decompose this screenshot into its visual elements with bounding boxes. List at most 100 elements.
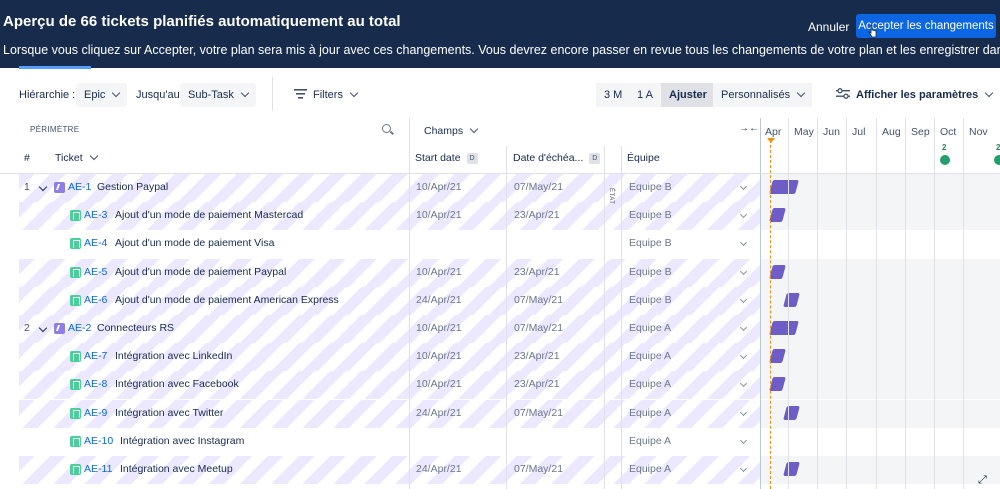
due-date-cell[interactable]: 07/May/21: [514, 322, 564, 334]
team-cell[interactable]: Equipe B: [629, 265, 672, 278]
table-row[interactable]: AE-8 Intégration avec Facebook 10/Apr/21 23…: [0, 371, 1000, 400]
issue-key-link[interactable]: AE-11: [84, 463, 113, 475]
start-date-cell[interactable]: 24/Apr/21: [416, 463, 462, 475]
team-cell[interactable]: Equipe A: [629, 322, 672, 334]
team-cell[interactable]: Equipe B: [629, 237, 672, 250]
team-cell[interactable]: Equipe A: [629, 406, 672, 419]
issue-summary[interactable]: Gestion Paypal: [97, 181, 169, 193]
filter-icon: [294, 89, 307, 99]
collapse-columns-icon[interactable]: →←: [739, 123, 759, 134]
changed-row-highlight: [19, 174, 761, 202]
zoom-custom-select[interactable]: Personnalisés: [713, 83, 813, 107]
toolbar-divider: [272, 77, 273, 111]
issue-summary[interactable]: Ajout d'un mode de paiement Paypal: [115, 265, 287, 278]
due-date-cell[interactable]: 23/Apr/21: [514, 209, 560, 222]
story-icon: [70, 379, 81, 391]
team-cell[interactable]: Equipe A: [629, 350, 672, 363]
table-row[interactable]: AE-4 Ajout d'un mode de paiement Visa Equi…: [0, 230, 1000, 259]
table-row[interactable]: AE-7 Intégration avec LinkedIn 10/Apr/21 23…: [0, 343, 1000, 372]
start-date-cell[interactable]: 10/Apr/21: [416, 350, 462, 363]
issue-summary[interactable]: Intégration avec Meetup: [120, 463, 233, 475]
due-date-cell[interactable]: 07/May/21: [514, 293, 564, 306]
filters-label: Filters: [313, 89, 343, 101]
due-date-header[interactable]: Date d'échéa... D: [513, 152, 601, 164]
team-cell[interactable]: Equipe A: [629, 378, 672, 391]
team-cell[interactable]: Equipe B: [629, 209, 672, 222]
due-date-cell[interactable]: 23/Apr/21: [514, 265, 560, 278]
zoom-1y-button[interactable]: 1 A: [629, 83, 661, 107]
fields-dropdown[interactable]: Champs: [424, 124, 479, 137]
issue-key-link[interactable]: AE-4: [84, 237, 108, 250]
issue-key-link[interactable]: AE-2: [68, 322, 92, 334]
start-date-cell[interactable]: 10/Apr/21: [416, 181, 462, 193]
issue-key-link[interactable]: AE-9: [84, 406, 108, 419]
timeline-row-bg: [761, 258, 1000, 287]
issue-summary[interactable]: Ajout d'un mode de paiement American Exp…: [115, 293, 339, 306]
due-date-cell[interactable]: 07/May/21: [514, 463, 564, 475]
ticket-column-header[interactable]: Ticket: [55, 151, 98, 164]
issue-summary[interactable]: Intégration avec Twitter: [115, 406, 224, 419]
start-date-header[interactable]: Start date D: [415, 152, 478, 164]
start-date-cell[interactable]: 10/Apr/21: [416, 265, 462, 278]
story-icon: [70, 464, 81, 475]
cancel-button[interactable]: Annuler: [800, 15, 857, 39]
timeline-row-bg: [761, 315, 1000, 343]
start-date-cell[interactable]: 24/Apr/21: [416, 406, 462, 419]
team-cell[interactable]: Equipe A: [629, 434, 672, 447]
team-cell[interactable]: Equipe A: [629, 463, 672, 475]
start-date-cell[interactable]: 24/Apr/21: [416, 293, 462, 306]
table-row[interactable]: AE-9 Intégration avec Twitter 24/Apr/21 07/…: [0, 399, 1000, 428]
start-date-cell[interactable]: 10/Apr/21: [416, 209, 462, 222]
issue-summary[interactable]: Connecteurs RS: [97, 322, 175, 334]
search-icon[interactable]: [382, 124, 391, 133]
issue-summary[interactable]: Intégration avec Facebook: [115, 378, 239, 391]
show-settings-button[interactable]: Afficher les paramètres: [836, 88, 994, 101]
zoom-custom-label: Personnalisés: [721, 89, 791, 101]
issue-key-link[interactable]: AE-7: [84, 350, 108, 363]
hierarchy-to-select[interactable]: Sub-Task: [180, 83, 256, 107]
issue-summary[interactable]: Ajout d'un mode de paiement Mastercad: [115, 209, 304, 222]
due-date-cell[interactable]: 23/Apr/21: [514, 350, 560, 363]
release-marker[interactable]: [994, 155, 1000, 165]
start-date-cell[interactable]: 10/Apr/21: [416, 322, 462, 334]
issue-key-link[interactable]: AE-5: [84, 265, 108, 278]
table-row[interactable]: AE-11 Intégration avec Meetup 24/Apr/21 07/…: [0, 456, 1000, 484]
chevron-down-icon[interactable]: [739, 436, 748, 444]
epic-row[interactable]: 2 AE-2 Connecteurs RS 10/Apr/21 07/May/21 Equ…: [0, 315, 1000, 343]
team-header[interactable]: Équipe: [627, 152, 660, 164]
issue-summary[interactable]: Ajout d'un mode de paiement Visa: [115, 237, 275, 250]
issue-summary[interactable]: Intégration avec Instagram: [120, 434, 245, 447]
epic-row[interactable]: 1 AE-1 Gestion Paypal 10/Apr/21 07/May/21 Equ…: [0, 174, 1000, 202]
hierarchy-from-select[interactable]: Epic: [76, 83, 128, 107]
accept-changes-button[interactable]: Accepter les changements: [856, 14, 996, 38]
team-cell[interactable]: Equipe B: [629, 181, 672, 193]
month-gridline: [876, 118, 877, 489]
schedule-bar[interactable]: [769, 321, 799, 335]
column-divider: [621, 146, 622, 489]
banner-description: Lorsque vous cliquez sur Accepter, votre…: [3, 43, 1000, 57]
expand-icon[interactable]: ⤢: [978, 474, 987, 486]
issue-key-link[interactable]: AE-10: [84, 434, 114, 447]
issue-summary[interactable]: Intégration avec LinkedIn: [115, 350, 233, 363]
due-date-cell[interactable]: 23/Apr/21: [514, 378, 560, 391]
start-date-cell[interactable]: 10/Apr/21: [416, 378, 462, 391]
timeline-month-label: Sep: [911, 126, 930, 138]
release-marker[interactable]: [940, 155, 950, 165]
zoom-3m-button[interactable]: 3 M: [596, 83, 631, 107]
filters-button[interactable]: Filters: [292, 83, 359, 107]
team-cell[interactable]: Equipe B: [629, 293, 672, 306]
schedule-bar[interactable]: [769, 180, 799, 194]
until-label: Jusqu'au: [136, 89, 180, 101]
issue-key-link[interactable]: AE-1: [68, 181, 92, 193]
issue-key-link[interactable]: AE-3: [84, 209, 108, 222]
table-row[interactable]: AE-10 Intégration avec Instagram Equipe A: [0, 427, 1000, 456]
table-row[interactable]: AE-6 Ajout d'un mode de paiement American…: [0, 286, 1000, 315]
due-date-cell[interactable]: 07/May/21: [514, 406, 564, 419]
chevron-down-icon[interactable]: [739, 239, 748, 247]
issue-key-link[interactable]: AE-6: [84, 293, 108, 306]
issue-key-link[interactable]: AE-8: [84, 378, 108, 391]
zoom-fit-button[interactable]: Ajuster: [661, 83, 715, 107]
due-date-cell[interactable]: 07/May/21: [514, 181, 564, 193]
table-row[interactable]: AE-5 Ajout d'un mode de paiement Paypal 10…: [0, 258, 1000, 287]
table-row[interactable]: AE-3 Ajout d'un mode de paiement Masterca…: [0, 202, 1000, 231]
